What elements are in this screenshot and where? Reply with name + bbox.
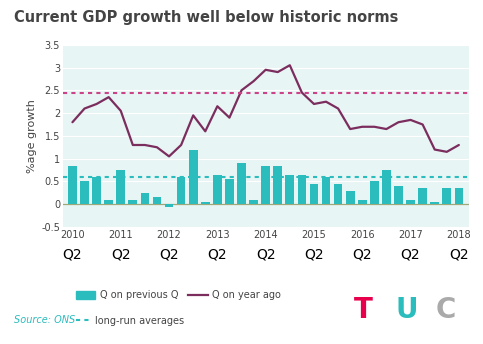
Bar — [406, 200, 415, 204]
Bar — [455, 188, 463, 204]
Bar — [237, 163, 246, 204]
Bar — [68, 165, 77, 204]
Bar — [261, 165, 270, 204]
Bar — [201, 202, 210, 204]
Bar — [273, 165, 282, 204]
Bar — [104, 200, 113, 204]
Bar — [394, 186, 403, 204]
Y-axis label: %age growth: %age growth — [27, 99, 37, 173]
Bar — [128, 200, 137, 204]
Bar — [370, 182, 379, 204]
Bar — [382, 170, 391, 204]
Text: U: U — [396, 296, 418, 324]
Bar — [189, 150, 198, 204]
Text: Current GDP growth well below historic norms: Current GDP growth well below historic n… — [14, 10, 399, 25]
Bar — [310, 184, 318, 204]
Bar — [346, 191, 355, 204]
Bar — [177, 177, 185, 204]
Bar — [92, 177, 101, 204]
Bar — [213, 175, 222, 204]
Bar — [358, 200, 367, 204]
Bar — [153, 197, 161, 204]
Bar — [334, 184, 342, 204]
Bar — [285, 175, 294, 204]
Bar — [225, 179, 234, 204]
Text: T: T — [354, 296, 373, 324]
Bar — [80, 182, 89, 204]
Legend: long-run averages: long-run averages — [71, 312, 188, 330]
Bar — [298, 175, 306, 204]
Text: C: C — [436, 296, 456, 324]
Bar — [116, 170, 125, 204]
Bar — [442, 188, 451, 204]
Bar — [430, 202, 439, 204]
Bar — [418, 188, 427, 204]
Text: Source: ONS: Source: ONS — [14, 315, 76, 325]
Bar — [141, 193, 149, 204]
Bar — [249, 200, 258, 204]
Bar — [322, 177, 330, 204]
Bar — [165, 204, 173, 206]
